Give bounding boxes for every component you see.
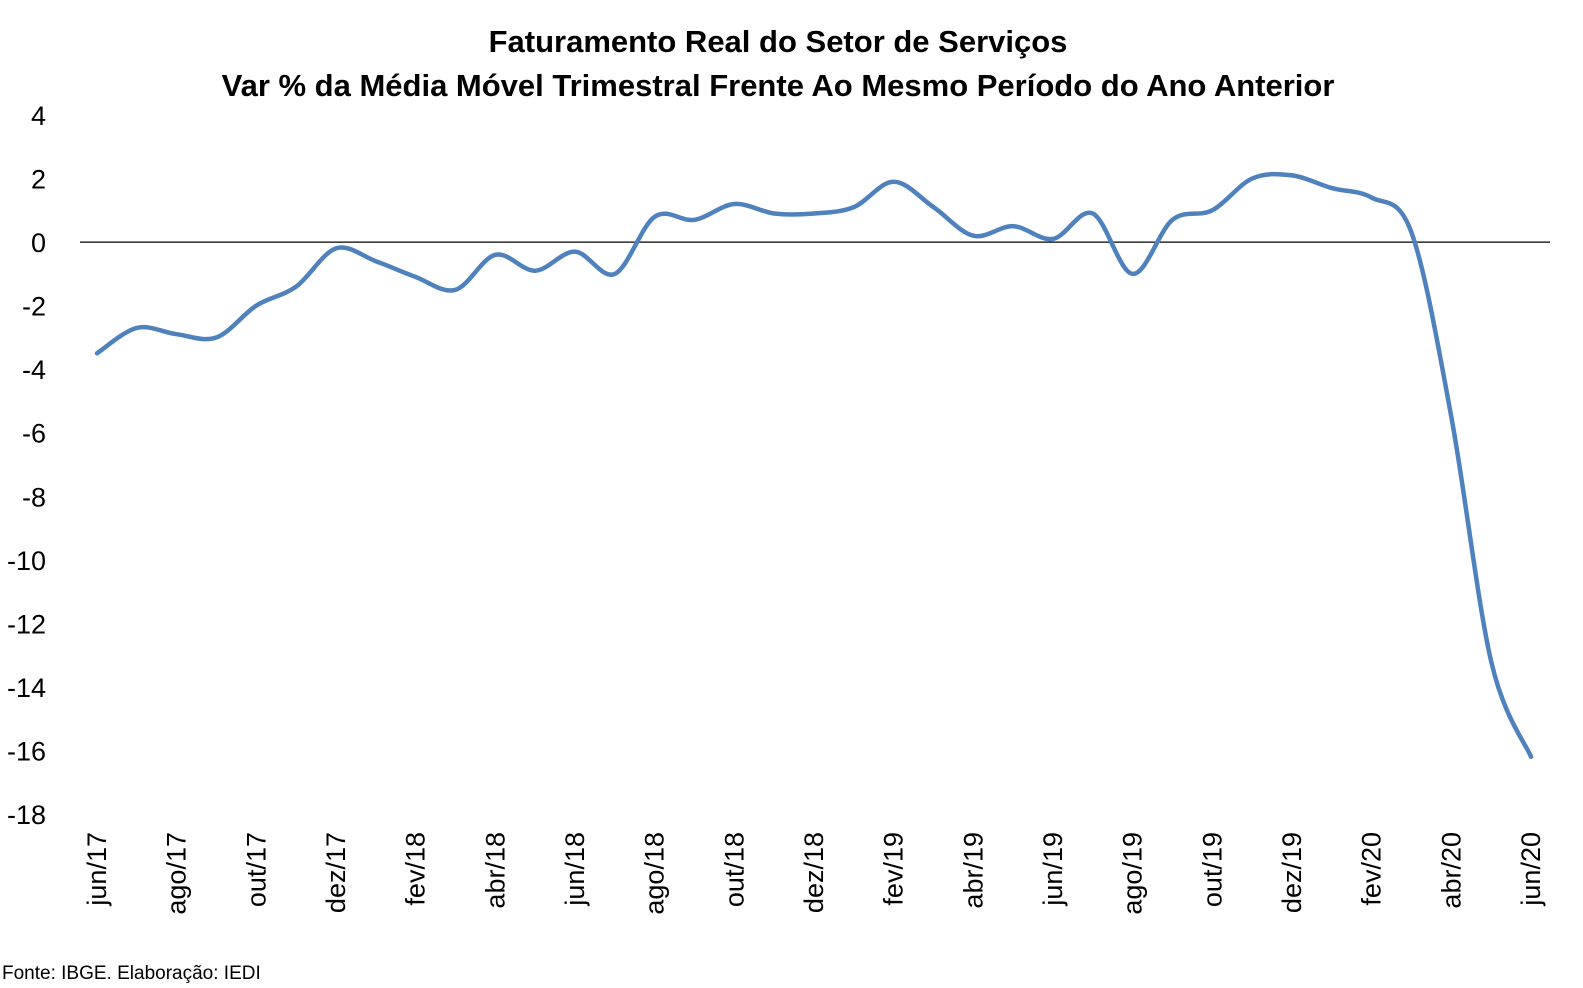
y-tick-label: 4 [31,101,46,131]
x-tick-label: abr/18 [480,832,510,909]
x-axis-tick-labels: jun/17 ago/17 out/17 dez/17 fev/18 abr/18 jun/… [82,832,1546,915]
y-tick-label: -12 [7,609,46,639]
series-line [94,171,1534,760]
y-tick-label: -6 [22,419,46,449]
chart-subtitle: Var % da Média Móvel Trimestral Frente A… [222,68,1335,103]
source-note: Fonte: IBGE. Elaboração: IEDI [2,963,261,984]
x-tick-label: abr/19 [958,832,988,909]
y-tick-label: -10 [7,546,46,576]
x-tick-label: jun/18 [560,832,590,907]
chart-title: Faturamento Real do Setor de Serviços [489,24,1068,59]
y-tick-label: -14 [7,673,46,703]
x-tick-label: out/19 [1197,832,1227,907]
y-tick-label: 0 [31,228,46,258]
y-tick-label: 2 [31,165,46,195]
x-tick-label: dez/18 [799,832,829,913]
y-axis-tick-labels: 4 2 0 -2 -4 -6 -8 -10 -12 -14 -16 -18 [7,101,46,830]
x-tick-label: ago/17 [162,832,192,915]
x-tick-label: out/18 [719,832,749,907]
x-tick-label: dez/17 [321,832,351,913]
x-tick-label: dez/19 [1277,832,1307,913]
x-tick-label: jun/19 [1038,832,1068,907]
x-tick-label: fev/19 [879,832,909,906]
x-tick-label: ago/18 [640,832,670,915]
y-tick-label: -18 [7,800,46,830]
x-tick-label: ago/19 [1118,832,1148,915]
y-tick-label: -16 [7,736,46,766]
x-tick-label: fev/18 [401,832,431,906]
x-tick-label: out/17 [241,832,271,907]
x-tick-label: jun/17 [82,832,112,907]
x-tick-label: fev/20 [1357,832,1387,906]
x-tick-label: abr/20 [1436,832,1466,909]
y-tick-label: -4 [22,355,46,385]
series-group [94,171,1534,760]
x-tick-label: jun/20 [1516,832,1546,907]
y-tick-label: -2 [22,292,46,322]
y-tick-label: -8 [22,482,46,512]
